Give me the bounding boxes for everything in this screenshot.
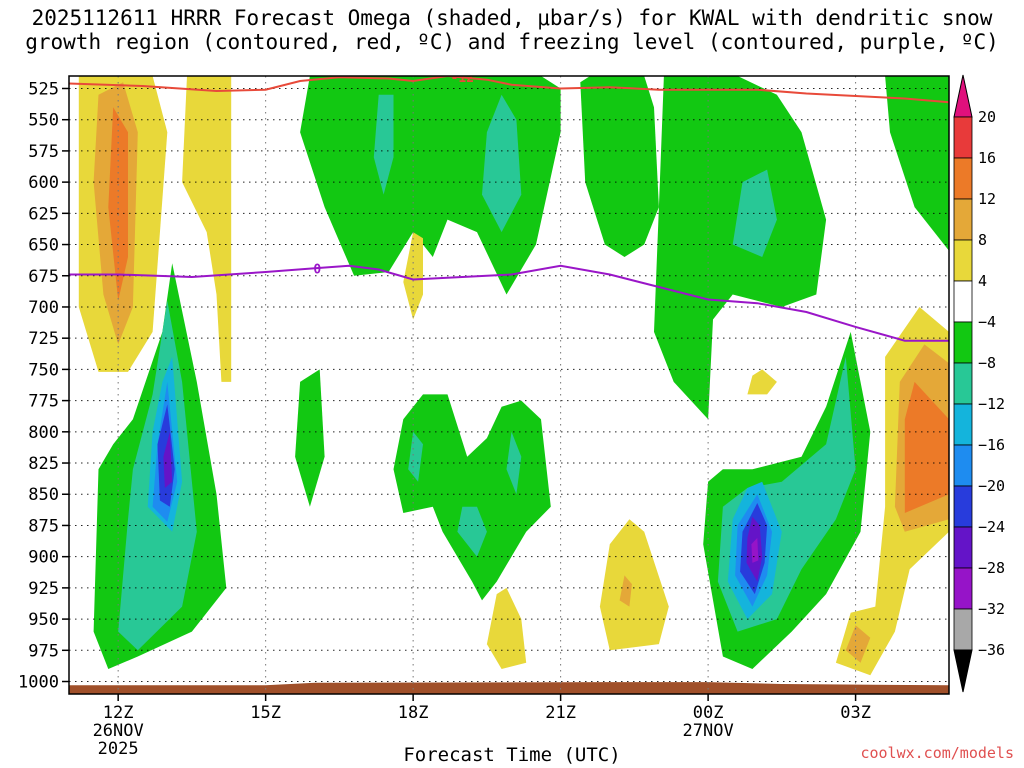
- colorbar: 20 16 12 8 4 −4 −8 −12 −16 −20 −24 −28 −32 −36: [953, 74, 1005, 693]
- colorbar-band-11: [953, 567, 973, 610]
- y-tick-label-750: 750: [28, 360, 59, 380]
- omega-region-25: [619, 575, 632, 607]
- colorbar-label-6: −8: [978, 354, 996, 372]
- omega-region-11: [580, 76, 659, 257]
- omega-region-23: [486, 587, 527, 669]
- colorbar-band-7: [953, 403, 973, 446]
- colorbar-band-10: [953, 526, 973, 569]
- colorbar-label-7: −12: [978, 395, 1005, 413]
- terrain-band: [69, 682, 949, 694]
- colorbar-bottom-arrow: [953, 649, 973, 693]
- x-tick-label-12: 12Z: [103, 703, 134, 723]
- colorbar-label-3: 8: [978, 231, 987, 249]
- y-tick-label-825: 825: [28, 454, 59, 474]
- x-tick-label-21: 21Z: [545, 703, 576, 723]
- x-tick-label-15: 15Z: [250, 703, 281, 723]
- colorbar-label-5: −4: [978, 313, 996, 331]
- y-tick-label-900: 900: [28, 548, 59, 568]
- omega-region-22: [403, 232, 423, 320]
- omega-shading: [69, 76, 949, 694]
- dgz-contour-label: -12: [451, 71, 474, 86]
- colorbar-band-5: [953, 321, 973, 364]
- y-tick-label-975: 975: [28, 641, 59, 661]
- y-tick-label-725: 725: [28, 329, 59, 349]
- x-axis-label: Forecast Time (UTC): [403, 744, 621, 766]
- omega-region-26: [747, 369, 777, 395]
- colorbar-label-0: 20: [978, 108, 996, 126]
- x-tick-label-24: 00Z: [693, 703, 724, 723]
- colorbar-label-13: −36: [978, 641, 1005, 659]
- x-tick-date-12: 26NOV: [93, 721, 144, 741]
- omega-region-19: [408, 431, 423, 482]
- y-tick-label-625: 625: [28, 204, 59, 224]
- x-tick-year-12: 2025: [98, 739, 139, 759]
- y-tick-label-875: 875: [28, 516, 59, 536]
- omega-region-24: [599, 519, 669, 651]
- y-tick-label-600: 600: [28, 173, 59, 193]
- y-tick-label-650: 650: [28, 236, 59, 256]
- omega-region-1: [182, 76, 232, 382]
- x-tick-date-24: 27NOV: [683, 721, 734, 741]
- terrain-layer: [69, 682, 949, 694]
- y-axis: 525 550 575 600 625 650 675 700 725 750 775 800 825 8…: [18, 79, 69, 693]
- freezing-level-line: [69, 264, 949, 342]
- colorbar-band-2: [953, 198, 973, 241]
- omega-region-3: [108, 107, 128, 301]
- colorbar-band-3: [953, 239, 973, 282]
- y-tick-label-575: 575: [28, 142, 59, 162]
- colorbar-label-9: −20: [978, 477, 1005, 495]
- colorbar-band-8: [953, 444, 973, 487]
- y-tick-label-800: 800: [28, 423, 59, 443]
- colorbar-band-1: [953, 157, 973, 200]
- colorbar-label-4: 4: [978, 272, 987, 290]
- chart-title-line2: growth region (contoured, red, ºC) and f…: [25, 30, 999, 54]
- y-tick-label-925: 925: [28, 579, 59, 599]
- colorbar-label-10: −24: [978, 518, 1005, 536]
- y-tick-label-1000: 1000: [18, 673, 59, 693]
- omega-region-17: [295, 369, 325, 507]
- colorbar-band-9: [953, 485, 973, 528]
- colorbar-label-8: −16: [978, 436, 1005, 454]
- colorbar-label-11: −28: [978, 559, 1005, 577]
- grid-lines: [69, 76, 949, 694]
- colorbar-band-0: [953, 116, 973, 159]
- contour-lines: 0 -12: [69, 71, 949, 342]
- colorbar-band-4: [953, 280, 973, 323]
- omega-region-14: [654, 76, 827, 420]
- x-tick-label-27: 03Z: [840, 703, 871, 723]
- freezing-level-label: 0: [313, 262, 321, 277]
- y-tick-label-700: 700: [28, 298, 59, 318]
- omega-region-15: [732, 169, 777, 257]
- chart-title-line1: 2025112611 HRRR Forecast Omega (shaded, …: [31, 6, 993, 30]
- omega-region-20: [457, 506, 487, 557]
- omega-region-37: [845, 625, 871, 663]
- y-tick-label-525: 525: [28, 79, 59, 99]
- colorbar-band-12: [953, 608, 973, 651]
- y-tick-label-775: 775: [28, 392, 59, 412]
- omega-region-9: [163, 431, 173, 488]
- y-tick-label-950: 950: [28, 610, 59, 630]
- colorbar-band-6: [953, 362, 973, 405]
- y-tick-label-850: 850: [28, 485, 59, 505]
- source-credit: coolwx.com/models: [860, 744, 1014, 762]
- omega-region-36: [904, 381, 949, 513]
- chart-title: 2025112611 HRRR Forecast Omega (shaded, …: [0, 6, 1024, 54]
- omega-region-13: [482, 94, 522, 233]
- plot-frame: [68, 75, 950, 695]
- x-tick-label-18: 18Z: [398, 703, 429, 723]
- colorbar-top-arrow: [953, 74, 973, 118]
- dgz-contour-line: [69, 76, 949, 104]
- y-tick-label-675: 675: [28, 267, 59, 287]
- colorbar-label-12: −32: [978, 600, 1005, 618]
- colorbar-label-2: 12: [978, 190, 996, 208]
- y-tick-label-550: 550: [28, 111, 59, 131]
- omega-region-12: [373, 94, 394, 195]
- colorbar-label-1: 16: [978, 149, 996, 167]
